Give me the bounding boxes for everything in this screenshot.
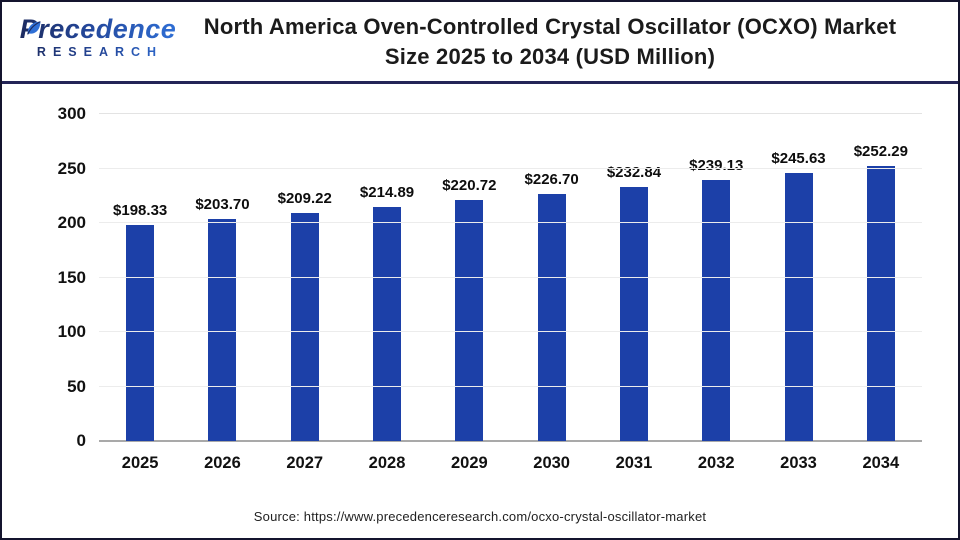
x-axis-labels: 2025 2026 2027 2028 2029 2030 2031 2032 2033 2034 xyxy=(99,454,922,473)
bar-value-label: $252.29 xyxy=(853,143,908,161)
bar-2032 xyxy=(702,180,731,441)
chart-title-line-1: North America Oven-Controlled Crystal Os… xyxy=(203,14,897,39)
bar-2026 xyxy=(208,218,237,441)
x-tick-label: 2026 xyxy=(204,454,241,472)
x-tick-label: 2034 xyxy=(862,454,900,472)
bar-slot: $226.70 xyxy=(510,114,592,441)
gridline xyxy=(99,167,922,169)
bar-value-label: $198.33 xyxy=(113,201,168,219)
bar-value-label: $245.63 xyxy=(771,150,826,168)
bar-2028 xyxy=(373,206,402,441)
bar-2025 xyxy=(126,224,155,441)
bar-value-label: $220.72 xyxy=(442,177,497,195)
bar-slot: $214.89 xyxy=(346,114,428,441)
logo-wordmark: Precedence xyxy=(19,14,177,44)
x-axis-line xyxy=(99,440,922,442)
bar-slot: $252.29 xyxy=(840,114,922,441)
header: Precedence RESEARCH North America Oven-C… xyxy=(2,2,958,84)
source-text: Source: https://www.precedenceresearch.c… xyxy=(253,509,707,524)
gridline xyxy=(99,331,922,332)
bar-value-label: $239.13 xyxy=(689,157,744,175)
x-tick-label: 2030 xyxy=(533,454,570,472)
bar-slot: $245.63 xyxy=(757,114,839,441)
precedence-research-logo: Precedence RESEARCH xyxy=(18,14,178,59)
footer: Source: https://www.precedenceresearch.c… xyxy=(2,508,958,526)
x-tick-label: 2027 xyxy=(286,454,324,472)
bar-2030 xyxy=(537,193,566,441)
bar-slot: $239.13 xyxy=(675,114,757,441)
plot-area: $198.33 $203.70 $209.22 $214.89 $220.72 $226.… xyxy=(99,113,922,442)
logo-subtitle: RESEARCH xyxy=(18,45,178,59)
bar-slot: $198.33 xyxy=(99,114,181,441)
x-tick-label: 2033 xyxy=(780,454,817,472)
y-tick-label: 150 xyxy=(57,267,86,287)
x-tick-label: 2032 xyxy=(697,454,735,472)
y-tick-label: 200 xyxy=(57,213,86,232)
x-tick-label: 2029 xyxy=(450,454,488,472)
bar-value-label: $214.89 xyxy=(359,183,415,201)
chart-title-line-2: Size 2025 to 2034 (USD Million) xyxy=(384,44,716,69)
gridline xyxy=(99,113,922,114)
bar-2027 xyxy=(290,212,319,441)
bar-slot: $220.72 xyxy=(428,114,510,441)
bar-2033 xyxy=(784,173,813,441)
y-tick-label: 250 xyxy=(57,158,86,178)
bar-chart: 0 50 100 150 200 250 300 $198.33 $203.70 $209.22… xyxy=(2,87,958,487)
y-tick-label: 0 xyxy=(76,431,86,450)
bar-slot: $209.22 xyxy=(264,114,346,441)
y-tick-label: 100 xyxy=(57,322,86,341)
bar-slot: $203.70 xyxy=(181,114,263,441)
bar-2029 xyxy=(455,200,484,441)
bar-value-label: $209.22 xyxy=(277,189,332,207)
gridline xyxy=(99,222,922,223)
gridline xyxy=(99,385,922,387)
x-tick-label: 2028 xyxy=(368,454,406,472)
x-tick-label: 2025 xyxy=(121,454,159,472)
gridline xyxy=(99,276,922,278)
leaf-icon xyxy=(27,21,41,35)
bars-container: $198.33 $203.70 $209.22 $214.89 $220.72 $226.… xyxy=(99,114,922,441)
bar-2034 xyxy=(866,166,895,441)
chart-title: North America Oven-Controlled Crystal Os… xyxy=(182,12,918,72)
bar-slot: $232.84 xyxy=(593,114,675,441)
y-axis-labels: 0 50 100 150 200 250 300 xyxy=(2,104,86,450)
bar-value-label: $226.70 xyxy=(524,170,579,188)
y-tick-label: 50 xyxy=(67,376,86,396)
y-tick-label: 300 xyxy=(57,104,86,123)
bar-2031 xyxy=(619,187,648,441)
x-tick-label: 2031 xyxy=(615,454,653,472)
bar-value-label: $203.70 xyxy=(195,195,250,213)
